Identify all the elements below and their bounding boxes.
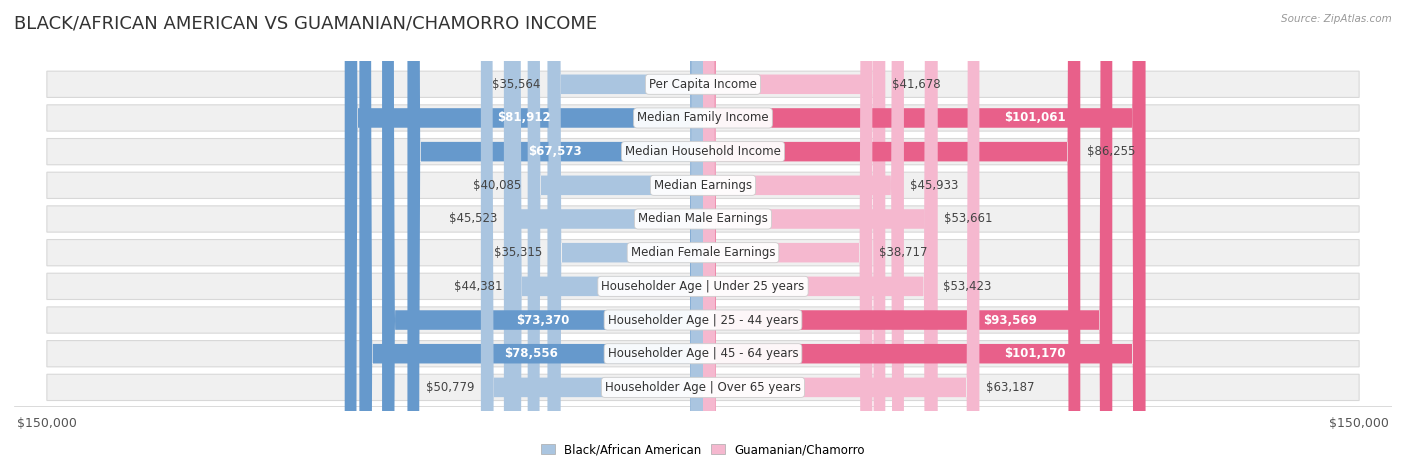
Text: Householder Age | 45 - 64 years: Householder Age | 45 - 64 years: [607, 347, 799, 360]
FancyBboxPatch shape: [703, 0, 980, 467]
FancyBboxPatch shape: [547, 0, 703, 467]
Text: $38,717: $38,717: [879, 246, 928, 259]
FancyBboxPatch shape: [481, 0, 703, 467]
Text: $101,061: $101,061: [1004, 112, 1066, 125]
FancyBboxPatch shape: [548, 0, 703, 467]
FancyBboxPatch shape: [503, 0, 703, 467]
FancyBboxPatch shape: [46, 374, 1360, 401]
Text: $86,255: $86,255: [1087, 145, 1135, 158]
Text: Median Female Earnings: Median Female Earnings: [631, 246, 775, 259]
Text: Householder Age | Under 25 years: Householder Age | Under 25 years: [602, 280, 804, 293]
FancyBboxPatch shape: [703, 0, 1144, 467]
FancyBboxPatch shape: [509, 0, 703, 467]
FancyBboxPatch shape: [703, 0, 1080, 467]
FancyBboxPatch shape: [703, 0, 1112, 467]
FancyBboxPatch shape: [382, 0, 703, 467]
Text: $53,661: $53,661: [945, 212, 993, 226]
Text: $41,678: $41,678: [891, 78, 941, 91]
Text: $93,569: $93,569: [983, 313, 1036, 326]
FancyBboxPatch shape: [46, 105, 1360, 131]
Text: $35,315: $35,315: [494, 246, 541, 259]
Text: $45,933: $45,933: [911, 179, 959, 192]
FancyBboxPatch shape: [527, 0, 703, 467]
FancyBboxPatch shape: [408, 0, 703, 467]
Text: Median Family Income: Median Family Income: [637, 112, 769, 125]
Text: Median Household Income: Median Household Income: [626, 145, 780, 158]
FancyBboxPatch shape: [703, 0, 872, 467]
Text: $63,187: $63,187: [986, 381, 1035, 394]
Text: BLACK/AFRICAN AMERICAN VS GUAMANIAN/CHAMORRO INCOME: BLACK/AFRICAN AMERICAN VS GUAMANIAN/CHAM…: [14, 14, 598, 32]
Text: $53,423: $53,423: [943, 280, 991, 293]
FancyBboxPatch shape: [360, 0, 703, 467]
Text: Householder Age | Over 65 years: Householder Age | Over 65 years: [605, 381, 801, 394]
FancyBboxPatch shape: [703, 0, 938, 467]
FancyBboxPatch shape: [46, 240, 1360, 266]
FancyBboxPatch shape: [46, 273, 1360, 299]
Text: $101,170: $101,170: [1004, 347, 1066, 360]
Text: $45,523: $45,523: [449, 212, 498, 226]
Text: $35,564: $35,564: [492, 78, 541, 91]
Text: $78,556: $78,556: [505, 347, 558, 360]
Text: Per Capita Income: Per Capita Income: [650, 78, 756, 91]
FancyBboxPatch shape: [703, 0, 886, 467]
FancyBboxPatch shape: [46, 307, 1360, 333]
Text: $81,912: $81,912: [498, 112, 551, 125]
FancyBboxPatch shape: [46, 206, 1360, 232]
Text: $67,573: $67,573: [529, 145, 582, 158]
Text: Householder Age | 25 - 44 years: Householder Age | 25 - 44 years: [607, 313, 799, 326]
FancyBboxPatch shape: [46, 139, 1360, 165]
FancyBboxPatch shape: [46, 172, 1360, 198]
Text: $73,370: $73,370: [516, 313, 569, 326]
FancyBboxPatch shape: [703, 0, 936, 467]
Text: $44,381: $44,381: [454, 280, 502, 293]
FancyBboxPatch shape: [703, 0, 904, 467]
FancyBboxPatch shape: [344, 0, 703, 467]
Text: Source: ZipAtlas.com: Source: ZipAtlas.com: [1281, 14, 1392, 24]
Text: Median Earnings: Median Earnings: [654, 179, 752, 192]
Text: Median Male Earnings: Median Male Earnings: [638, 212, 768, 226]
FancyBboxPatch shape: [46, 71, 1360, 98]
Text: $40,085: $40,085: [472, 179, 522, 192]
FancyBboxPatch shape: [703, 0, 1146, 467]
FancyBboxPatch shape: [46, 340, 1360, 367]
Text: $50,779: $50,779: [426, 381, 474, 394]
Legend: Black/African American, Guamanian/Chamorro: Black/African American, Guamanian/Chamor…: [536, 439, 870, 461]
